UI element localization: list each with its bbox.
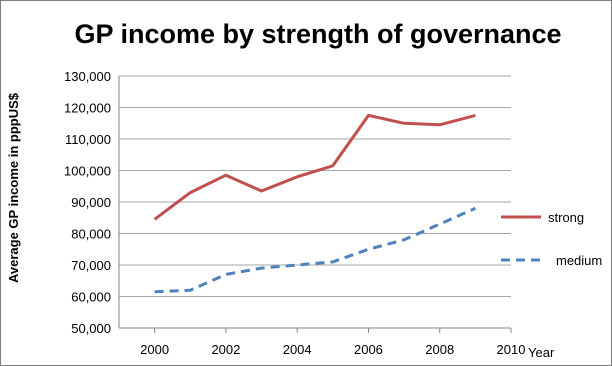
x-tick-label: 2000: [140, 342, 169, 357]
y-tick-label: 90,000: [71, 195, 111, 210]
legend-label-strong: strong: [548, 210, 584, 225]
x-axis-label: Year: [528, 345, 555, 360]
y-tick-label: 50,000: [71, 321, 111, 336]
legend-label-medium: medium: [556, 253, 602, 268]
x-tick-label: 2004: [283, 342, 312, 357]
series-lines: [153, 113, 477, 294]
y-tick-label: 80,000: [71, 227, 111, 242]
legend: strong medium: [501, 210, 602, 268]
x-tick-label: 2006: [354, 342, 383, 357]
x-tick-label: 2002: [211, 342, 240, 357]
series-line-strong: [153, 113, 476, 221]
chart-title: GP income by strength of governance: [74, 19, 561, 49]
x-tick-label: 2008: [425, 342, 454, 357]
y-axis-label: Average GP income in pppUS$: [6, 92, 21, 283]
x-tick-label: 2010: [497, 342, 526, 357]
y-tick-label: 60,000: [71, 290, 111, 305]
y-tick-label: 120,000: [64, 101, 111, 116]
y-tick-labels: 50,000 60,000 70,000 80,000 90,000 100,000 110…: [64, 69, 111, 336]
y-tick-label: 110,000: [65, 132, 111, 147]
series-line-medium: [154, 206, 477, 294]
y-tick-label: 130,000: [64, 69, 111, 84]
y-tick-label: 100,000: [64, 164, 111, 179]
x-tick-labels: 2000 2002 2004 2006 2008 2010: [140, 342, 525, 357]
y-tick-label: 70,000: [71, 258, 111, 273]
axes: [118, 76, 512, 333]
